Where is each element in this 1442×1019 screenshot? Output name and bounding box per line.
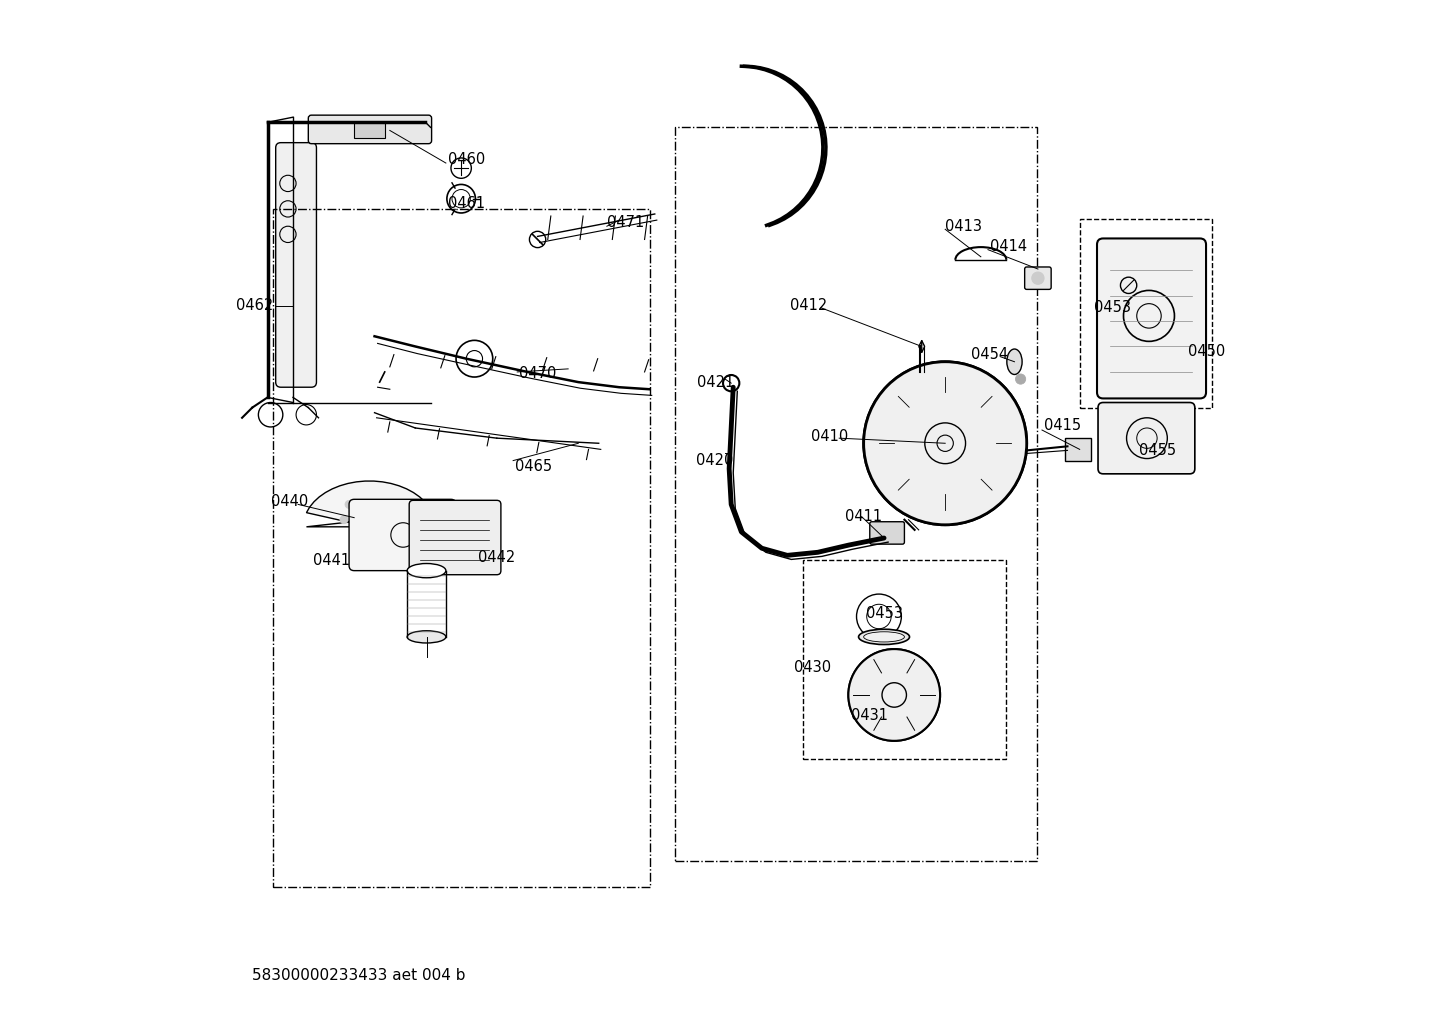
FancyBboxPatch shape bbox=[870, 522, 904, 544]
Text: 0411: 0411 bbox=[845, 510, 883, 524]
Circle shape bbox=[345, 500, 353, 508]
Ellipse shape bbox=[1007, 350, 1022, 375]
Text: 0440: 0440 bbox=[271, 494, 307, 508]
FancyBboxPatch shape bbox=[410, 500, 500, 575]
Text: 0410: 0410 bbox=[810, 429, 848, 443]
Bar bbox=[675, 127, 1037, 861]
Circle shape bbox=[340, 516, 348, 524]
Ellipse shape bbox=[407, 631, 446, 643]
Text: 0413: 0413 bbox=[945, 219, 982, 233]
FancyBboxPatch shape bbox=[1025, 267, 1051, 289]
Text: 0420: 0420 bbox=[695, 453, 733, 468]
Text: 0465: 0465 bbox=[515, 460, 552, 474]
Text: 0461: 0461 bbox=[448, 197, 485, 211]
Circle shape bbox=[864, 362, 1027, 525]
Ellipse shape bbox=[858, 630, 910, 645]
Circle shape bbox=[389, 500, 398, 508]
Text: 0460: 0460 bbox=[448, 153, 485, 167]
Text: 0421: 0421 bbox=[696, 375, 734, 389]
Text: 0430: 0430 bbox=[795, 660, 832, 675]
FancyBboxPatch shape bbox=[275, 143, 316, 387]
Text: 0455: 0455 bbox=[1139, 443, 1175, 458]
Text: 0453: 0453 bbox=[1094, 301, 1131, 315]
Text: 0431: 0431 bbox=[851, 708, 888, 722]
Ellipse shape bbox=[407, 564, 446, 578]
Circle shape bbox=[368, 500, 375, 508]
Text: 0412: 0412 bbox=[790, 299, 828, 313]
Text: 0415: 0415 bbox=[1044, 419, 1082, 433]
Bar bbox=[355, 122, 385, 138]
Text: 0441: 0441 bbox=[313, 553, 350, 568]
Bar bbox=[1080, 219, 1213, 408]
Circle shape bbox=[1015, 374, 1025, 384]
Text: 0442: 0442 bbox=[479, 550, 516, 565]
Bar bbox=[273, 209, 650, 887]
Text: 0462: 0462 bbox=[236, 299, 273, 313]
Polygon shape bbox=[307, 481, 433, 527]
Text: 58300000233433 aet 004 b: 58300000233433 aet 004 b bbox=[252, 968, 466, 983]
FancyBboxPatch shape bbox=[1097, 403, 1195, 474]
Text: 0470: 0470 bbox=[519, 367, 557, 381]
Circle shape bbox=[1032, 272, 1044, 284]
Circle shape bbox=[848, 649, 940, 741]
FancyBboxPatch shape bbox=[1097, 238, 1206, 398]
Text: 0453: 0453 bbox=[865, 606, 903, 621]
Text: 0471: 0471 bbox=[607, 215, 645, 229]
Text: 0414: 0414 bbox=[991, 239, 1027, 254]
Text: 0454: 0454 bbox=[970, 347, 1008, 362]
Ellipse shape bbox=[864, 632, 904, 642]
Bar bbox=[1066, 438, 1092, 461]
FancyBboxPatch shape bbox=[309, 115, 431, 144]
Circle shape bbox=[385, 516, 392, 524]
Circle shape bbox=[362, 516, 371, 524]
Text: 0450: 0450 bbox=[1188, 344, 1224, 359]
FancyBboxPatch shape bbox=[349, 499, 456, 571]
Bar bbox=[803, 560, 1007, 759]
